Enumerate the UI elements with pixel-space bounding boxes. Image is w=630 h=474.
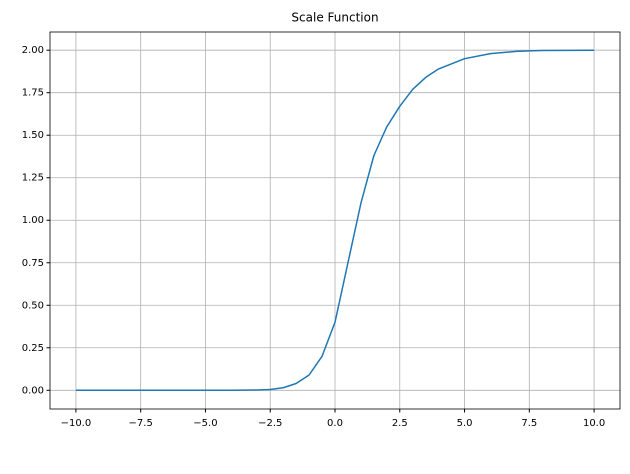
x-tick-label: 5.0 xyxy=(457,418,473,429)
chart-title: Scale Function xyxy=(291,11,378,25)
y-tick-label: 0.25 xyxy=(22,343,44,354)
y-tick-label: 1.00 xyxy=(22,215,44,226)
x-tick-label: 10.0 xyxy=(583,418,605,429)
line xyxy=(75,49,595,392)
y-tick-label: 0.00 xyxy=(22,385,44,396)
x-tick-label: 2.5 xyxy=(392,418,408,429)
y-tick-label: 0.75 xyxy=(22,258,44,269)
x-tick-label: −5.0 xyxy=(193,418,217,429)
x-tick-label: 7.5 xyxy=(521,418,537,429)
y-tick-label: 1.75 xyxy=(22,88,44,99)
x-tick-label: −2.5 xyxy=(258,418,282,429)
y-tick-label: 2.00 xyxy=(22,45,44,56)
y-tick-label: 0.50 xyxy=(22,300,44,311)
y-tick-label: 1.25 xyxy=(22,173,44,184)
x-tick-label: −7.5 xyxy=(129,418,153,429)
y-tick-label: 1.50 xyxy=(22,130,44,141)
x-tick-label: −10.0 xyxy=(61,418,92,429)
plot-frame xyxy=(49,31,621,410)
x-tick-label: 0.0 xyxy=(327,418,343,429)
